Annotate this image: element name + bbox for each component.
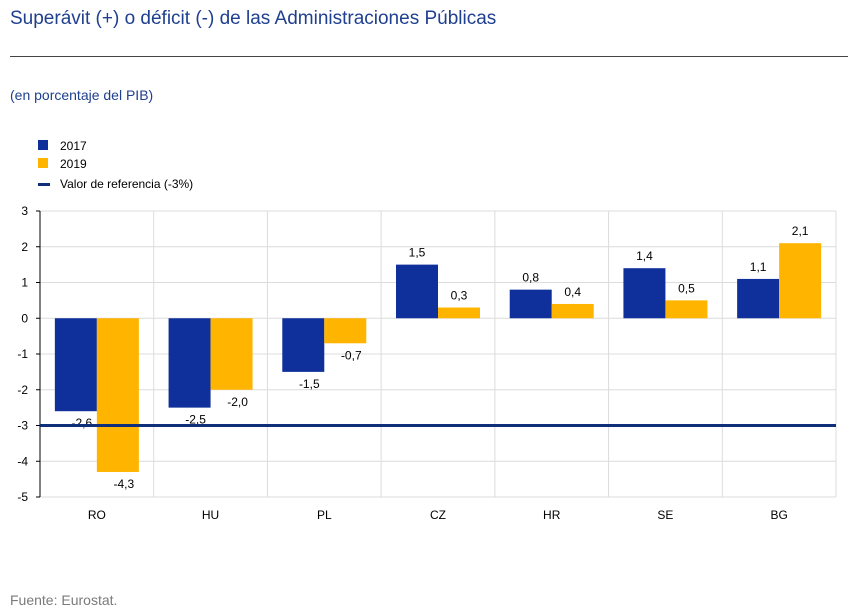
bar-2017-CZ [396,264,438,319]
chart-subtitle: (en porcentaje del PIB) [10,87,154,103]
data-label-2019-CZ: 0,3 [451,289,468,303]
bar-2017-PL [282,318,325,372]
x-tick-label: BG [770,508,787,522]
bar-2017-HU [168,318,211,408]
data-label-2019-RO: -4,3 [114,477,135,491]
x-tick-label: RO [88,508,106,522]
y-tick-label: 3 [21,204,28,218]
x-tick-label: HR [543,508,561,522]
y-axis: 3 2 1 0 -1 -2 -3 -4 -5 [17,204,41,504]
data-label-2019-BG: 2,1 [792,224,809,238]
y-tick-label: -1 [17,347,28,361]
bar-2017-RO [54,318,97,412]
data-label-2019-HU: -2,0 [227,395,248,409]
x-axis: RO HU PL CZ HR SE BG [88,508,788,522]
bar-2019-RO [96,318,139,472]
legend-swatch-2017 [38,140,48,150]
y-tick-label: 2 [21,240,28,254]
source-note: Fuente: Eurostat. [10,592,118,608]
data-labels: -2,6 -2,5 -1,5 1,5 0,8 1,4 1,1 -4,3 -2,0 -0,7 0,3 0… [72,224,809,491]
bar-2017-BG [737,278,780,319]
data-label-2017-CZ: 1,5 [409,246,426,260]
data-label-2019-HR: 0,4 [564,285,581,299]
y-tick-label: -3 [17,419,28,433]
x-tick-label: SE [657,508,673,522]
x-tick-label: HU [202,508,219,522]
data-label-2019-SE: 0,5 [678,281,695,295]
bar-2017-SE [623,268,666,319]
data-label-2017-RO: -2,6 [72,416,93,430]
bar-2019-SE [665,300,708,319]
bar-2019-BG [779,243,822,319]
bar-2019-HR [551,303,594,319]
data-label-2019-PL: -0,7 [341,348,362,362]
y-tick-label: -2 [17,383,28,397]
data-label-2017-HU: -2,5 [185,413,206,427]
data-label-2017-PL: -1,5 [299,377,320,391]
x-tick-label: PL [317,508,332,522]
y-tick-label: 0 [21,311,28,325]
x-tick-label: CZ [430,508,446,522]
bar-2019-PL [324,318,367,344]
grid [39,210,837,498]
chart-title: Superávit (+) o déficit (-) de las Admin… [10,8,497,29]
y-tick-label: -5 [17,490,28,504]
title-divider [10,56,848,57]
legend-swatch-reference [38,183,50,186]
legend-label-reference: Valor de referencia (-3%) [60,177,193,191]
bar-2017-HR [509,289,552,319]
legend-label-2017: 2017 [60,139,87,153]
bar-2019-HU [210,318,253,390]
legend-swatch-2019 [38,158,48,168]
data-label-2017-HR: 0,8 [522,271,539,285]
y-tick-label: -4 [17,454,28,468]
bars [54,243,822,472]
y-tick-label: 1 [21,276,28,290]
legend-label-2019: 2019 [60,157,87,171]
data-label-2017-BG: 1,1 [750,260,767,274]
data-label-2017-SE: 1,4 [636,249,653,263]
bar-2019-CZ [438,307,480,319]
legend: 2017 2019 Valor de referencia (-3%) [38,139,193,191]
